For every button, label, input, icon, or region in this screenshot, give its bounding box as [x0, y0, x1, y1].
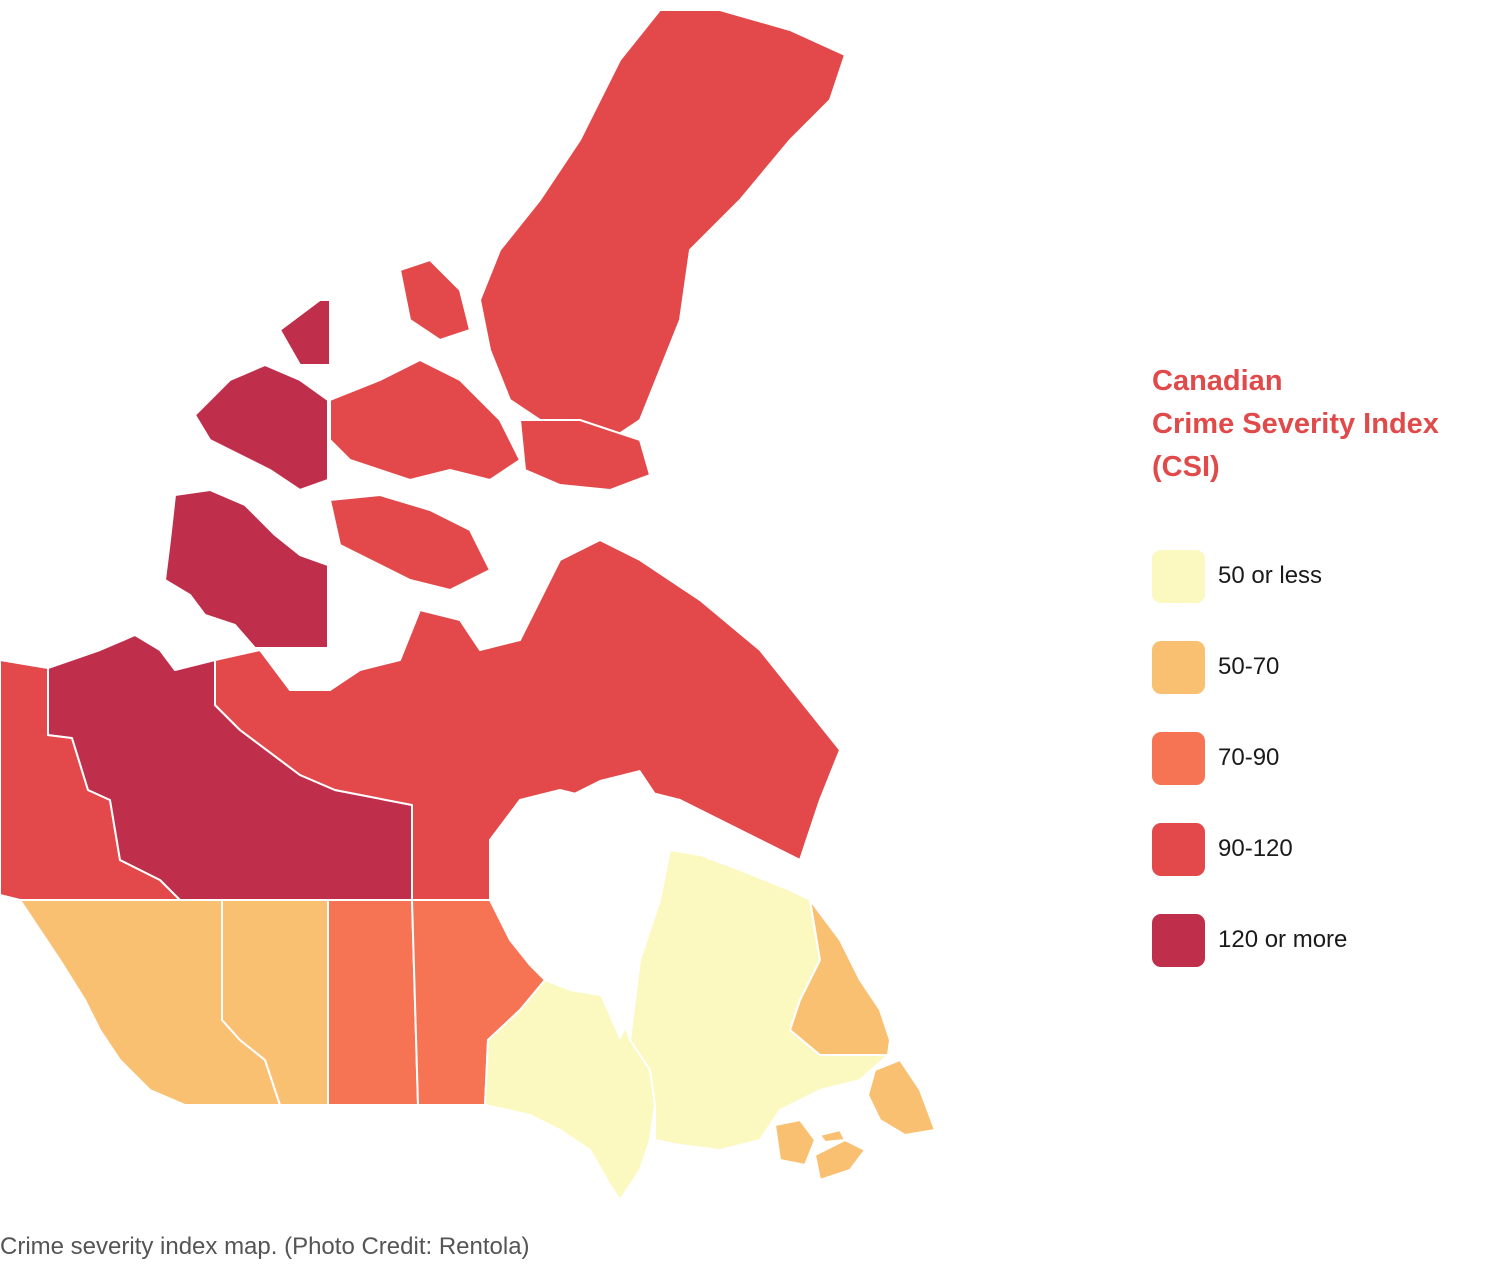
legend-title: Canadian Crime Severity Index (CSI) [1152, 360, 1492, 489]
legend-label: 90-120 [1218, 835, 1293, 862]
legend-swatch [1152, 914, 1205, 967]
region-new-brunswick [774, 1119, 816, 1166]
region-nwt-melville [279, 299, 331, 366]
legend-swatch [1152, 641, 1205, 694]
caption: Crime severity index map. (Photo Credit:… [0, 1233, 530, 1260]
legend-title-line: Canadian [1152, 365, 1283, 397]
legend-item: 70-90 [1152, 732, 1472, 786]
legend-swatch [1152, 732, 1205, 785]
legend-label: 70-90 [1218, 744, 1280, 771]
legend-swatch [1152, 823, 1205, 876]
legend-item: 90-120 [1152, 823, 1472, 877]
legend-item: 50-70 [1152, 641, 1472, 695]
legend-title-line: (CSI) [1152, 451, 1220, 483]
region-nwt-victoria-island [164, 489, 329, 649]
region-pei [819, 1129, 846, 1143]
region-nova-scotia [814, 1139, 866, 1181]
region-labrador [789, 899, 891, 1056]
region-nunavut-southampton [329, 494, 491, 591]
legend-label: 120 or more [1218, 926, 1348, 953]
region-nunavut-north [399, 259, 471, 341]
canada-map [0, 9, 936, 1201]
region-nunavut-baffin [479, 9, 846, 441]
region-nunavut-mainland [214, 539, 841, 901]
legend-label: 50-70 [1218, 653, 1280, 680]
legend-label: 50 or less [1218, 562, 1323, 589]
legend-item: 120 or more [1152, 914, 1472, 968]
region-newfoundland [867, 1059, 936, 1136]
region-nunavut-islands [329, 359, 521, 481]
region-nunavut-devon [519, 419, 651, 491]
legend-swatch [1152, 550, 1205, 603]
legend-title-line: Crime Severity Index [1152, 408, 1439, 440]
legend-item: 50 or less [1152, 550, 1472, 604]
region-nwt-banks-island [194, 364, 329, 491]
hudson-bay [500, 770, 670, 1040]
region-saskatchewan [327, 899, 419, 1106]
